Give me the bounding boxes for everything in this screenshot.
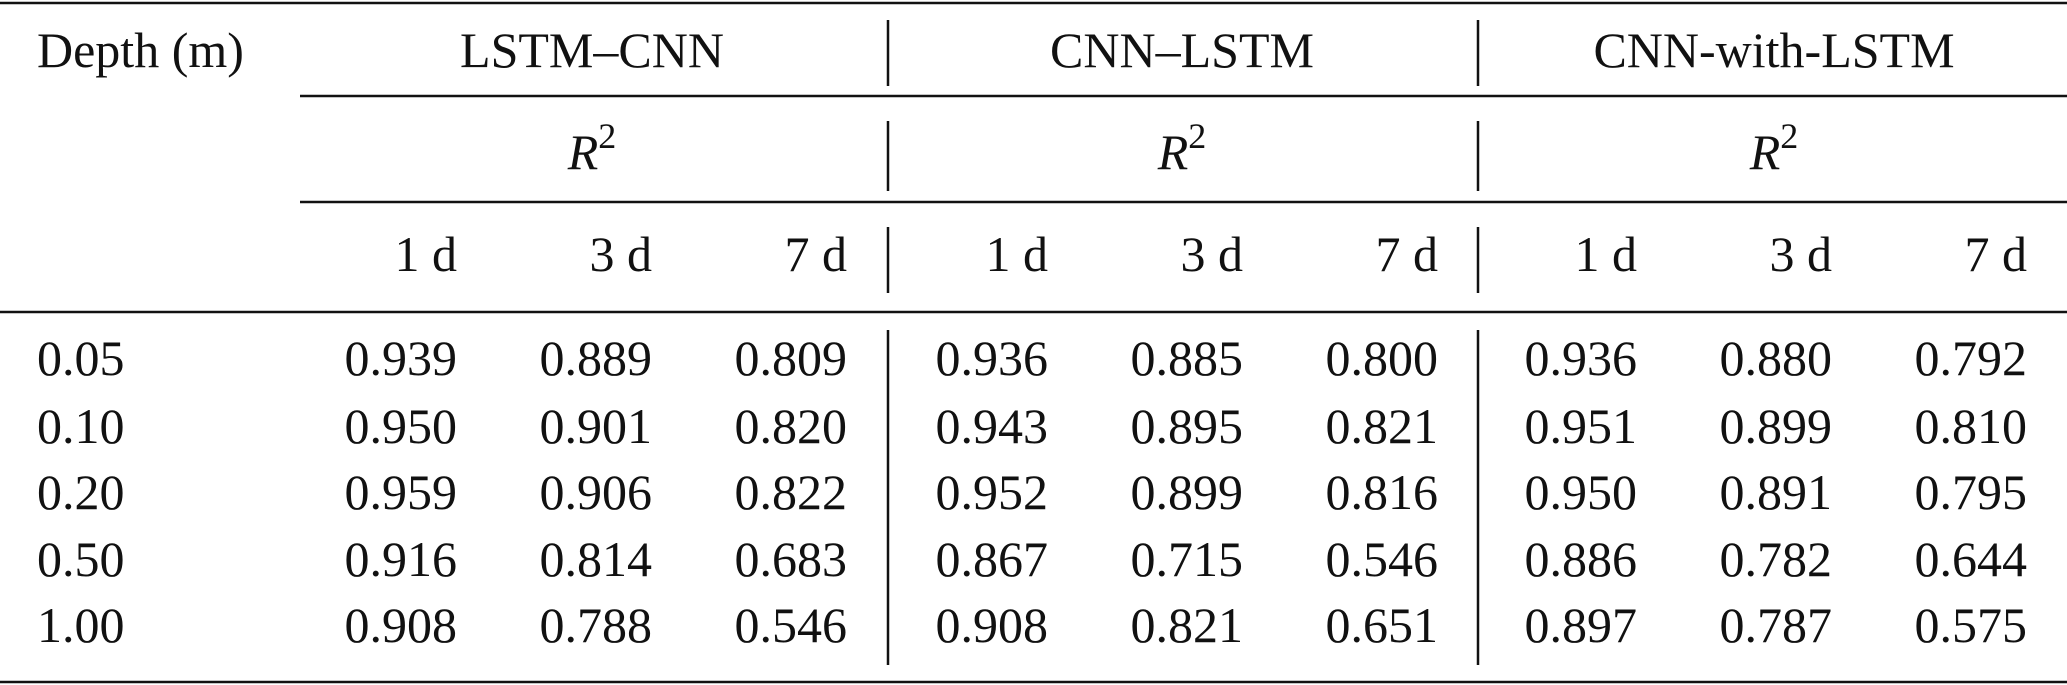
value-cell: 0.950 <box>345 398 458 454</box>
value-cell: 0.788 <box>540 597 653 653</box>
value-cell: 0.943 <box>936 398 1049 454</box>
value-cell: 0.959 <box>345 464 458 520</box>
value-cell: 0.546 <box>735 597 848 653</box>
value-cell: 0.809 <box>735 330 848 386</box>
column-separators <box>886 20 1480 665</box>
value-cell: 0.795 <box>1915 464 2028 520</box>
horizon-header: 7 d <box>1965 226 2028 282</box>
value-cell: 0.908 <box>936 597 1049 653</box>
horizon-header: 1 d <box>395 226 458 282</box>
value-cell: 0.651 <box>1326 597 1439 653</box>
value-cell: 0.814 <box>540 531 653 587</box>
value-cell: 0.916 <box>345 531 458 587</box>
value-cell: 0.885 <box>1131 330 1244 386</box>
value-cell: 0.782 <box>1720 531 1833 587</box>
value-cell: 0.889 <box>540 330 653 386</box>
value-cell: 0.908 <box>345 597 458 653</box>
horizon-header: 3 d <box>1181 226 1244 282</box>
horizon-header: 1 d <box>986 226 1049 282</box>
value-cell: 0.886 <box>1525 531 1638 587</box>
value-cell: 0.939 <box>345 330 458 386</box>
value-cell: 0.950 <box>1525 464 1638 520</box>
value-cell: 0.899 <box>1131 464 1244 520</box>
value-cell: 0.800 <box>1326 330 1439 386</box>
horizon-header: 7 d <box>785 226 848 282</box>
group-header: CNN-with-LSTM <box>1593 22 1954 78</box>
value-cell: 0.792 <box>1915 330 2028 386</box>
depth-cell: 1.00 <box>37 597 125 653</box>
value-cell: 0.951 <box>1525 398 1638 454</box>
depth-cell: 0.05 <box>37 330 125 386</box>
horizon-header: 1 d <box>1575 226 1638 282</box>
depth-cell: 0.50 <box>37 531 125 587</box>
value-cell: 0.816 <box>1326 464 1439 520</box>
value-cell: 0.891 <box>1720 464 1833 520</box>
depth-cell: 0.20 <box>37 464 125 520</box>
metric-header: R2 <box>1749 116 1799 180</box>
value-cell: 0.810 <box>1915 398 2028 454</box>
horizon-header: 3 d <box>590 226 653 282</box>
group-header: LSTM–CNN <box>460 22 724 78</box>
value-cell: 0.899 <box>1720 398 1833 454</box>
value-cell: 0.822 <box>735 464 848 520</box>
metric-superscript: 2 <box>1780 116 1798 156</box>
value-cell: 0.715 <box>1131 531 1244 587</box>
depth-cell: 0.10 <box>37 398 125 454</box>
horizon-header: 3 d <box>1770 226 1833 282</box>
metric-header: R2 <box>567 116 617 180</box>
metric-symbol: R <box>1157 124 1189 180</box>
horizon-header: 7 d <box>1376 226 1439 282</box>
value-cell: 0.820 <box>735 398 848 454</box>
value-cell: 0.683 <box>735 531 848 587</box>
value-cell: 0.644 <box>1915 531 2028 587</box>
value-cell: 0.936 <box>1525 330 1638 386</box>
group-header: CNN–LSTM <box>1050 22 1314 78</box>
value-cell: 0.952 <box>936 464 1049 520</box>
value-cell: 0.895 <box>1131 398 1244 454</box>
value-cell: 0.821 <box>1326 398 1439 454</box>
metric-superscript: 2 <box>598 116 616 156</box>
value-cell: 0.901 <box>540 398 653 454</box>
value-cell: 0.821 <box>1131 597 1244 653</box>
value-cell: 0.546 <box>1326 531 1439 587</box>
value-cell: 0.880 <box>1720 330 1833 386</box>
depth-header: Depth (m) <box>37 22 244 78</box>
value-cell: 0.897 <box>1525 597 1638 653</box>
metric-header: R2 <box>1157 116 1207 180</box>
metric-superscript: 2 <box>1188 116 1206 156</box>
value-cell: 0.787 <box>1720 597 1833 653</box>
metric-symbol: R <box>1749 124 1781 180</box>
value-cell: 0.906 <box>540 464 653 520</box>
metric-symbol: R <box>567 124 599 180</box>
value-cell: 0.575 <box>1915 597 2028 653</box>
value-cell: 0.936 <box>936 330 1049 386</box>
value-cell: 0.867 <box>936 531 1049 587</box>
